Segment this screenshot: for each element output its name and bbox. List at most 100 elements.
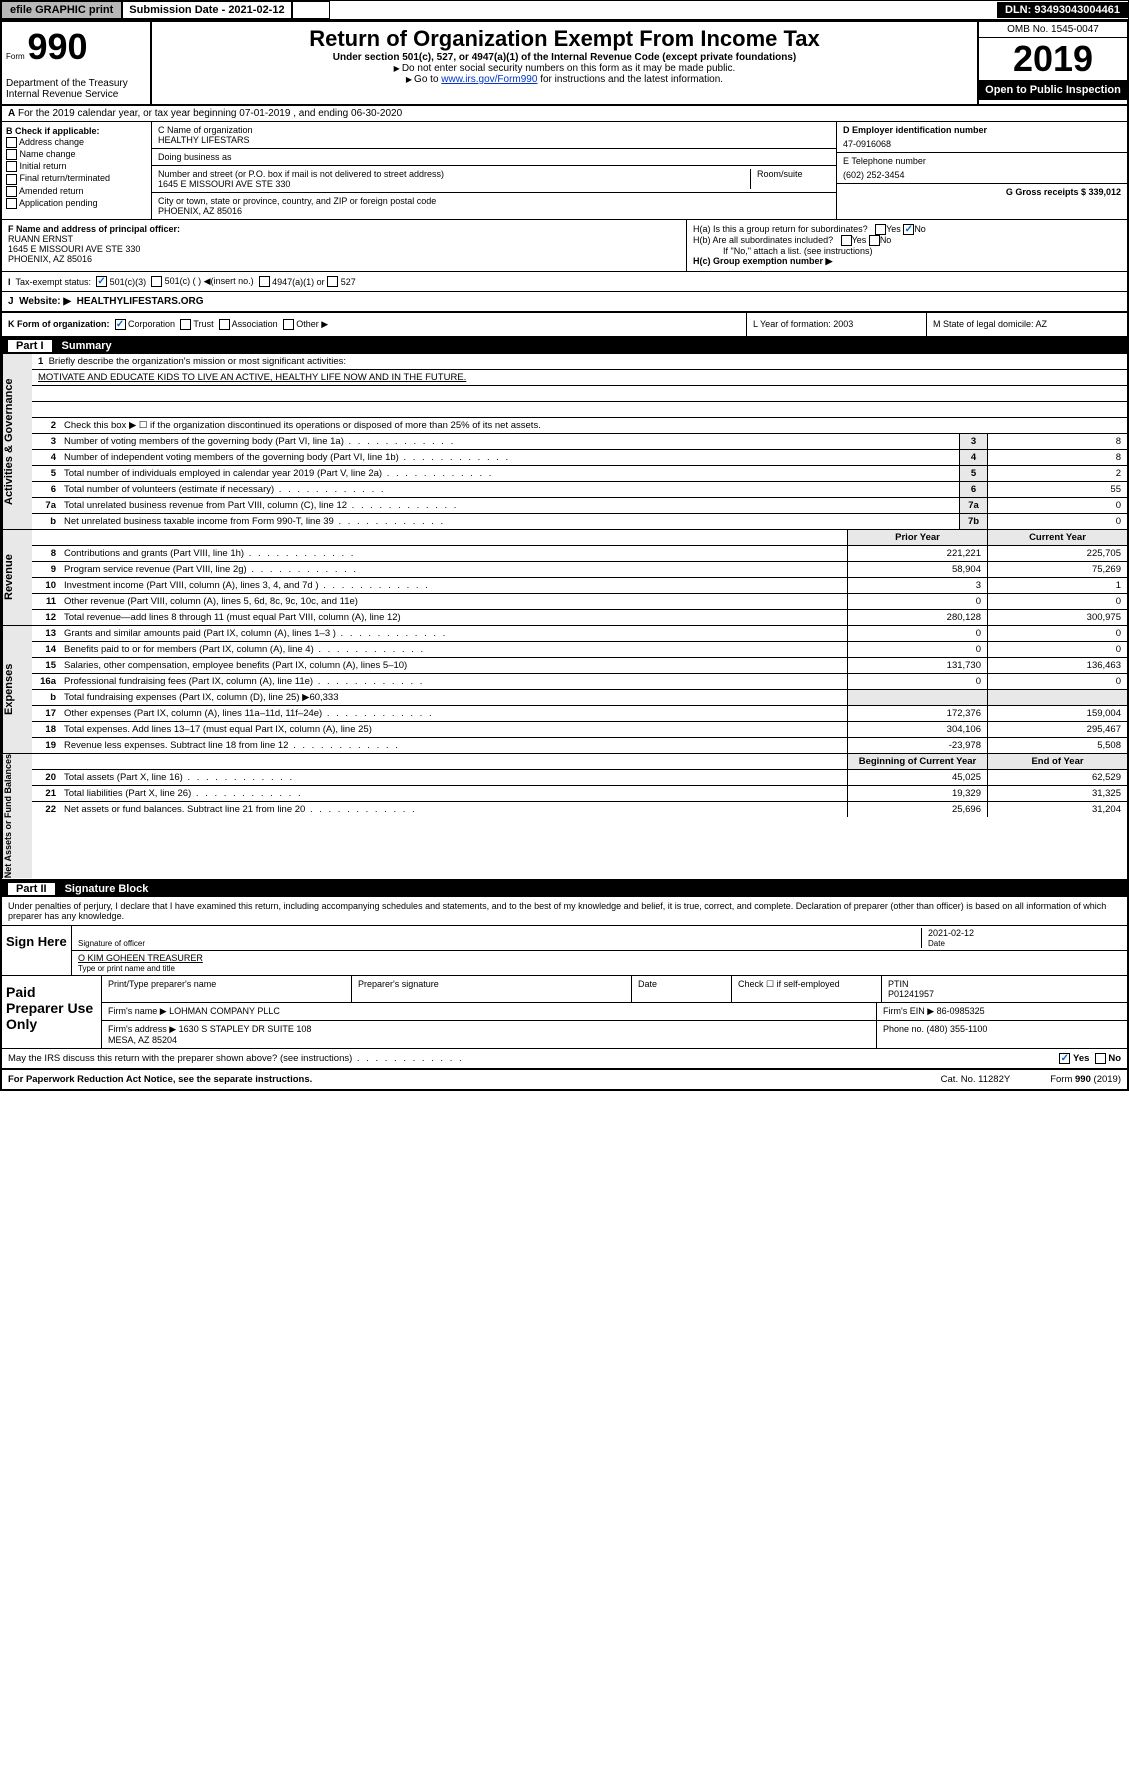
firm-phone: Phone no. (480) 355-1100 [877,1021,1127,1048]
line14-prior: 0 [847,642,987,657]
sign-here-section: Sign Here Signature of officer 2021-02-1… [2,926,1127,975]
4947-checkbox[interactable] [259,276,270,287]
line16b-label: Total fundraising expenses (Part IX, col… [60,690,847,705]
expenses-sidebar: Expenses [2,626,32,753]
line20-label: Total assets (Part X, line 16) [60,770,847,785]
officer-cell: F Name and address of principal officer:… [2,220,687,271]
hb-row: H(b) Are all subordinates included? Yes … [693,235,1121,246]
line12-current: 300,975 [987,610,1127,625]
dba-label: Doing business as [158,152,830,162]
discuss-yes-checkbox[interactable] [1059,1053,1070,1064]
revenue-sidebar: Revenue [2,530,32,625]
expenses-section: Expenses 13Grants and similar amounts pa… [2,626,1127,754]
line9-label: Program service revenue (Part VIII, line… [60,562,847,577]
phone-label: E Telephone number [843,156,1121,166]
k-cell: K Form of organization: Corporation Trus… [2,313,747,336]
line21-current: 31,325 [987,786,1127,801]
line16a-prior: 0 [847,674,987,689]
city-value: PHOENIX, AZ 85016 [158,206,830,216]
line13-prior: 0 [847,626,987,641]
line5-value: 2 [987,466,1127,481]
current-year-header: Current Year [987,530,1127,545]
part1-label: Part I [8,340,52,352]
line4-label: Number of independent voting members of … [60,450,959,465]
ha-yes-checkbox[interactable] [875,224,886,235]
submission-date-label: Submission Date - 2021-02-12 [122,1,291,19]
line10-prior: 3 [847,578,987,593]
501c3-checkbox[interactable] [96,276,107,287]
address-change-checkbox[interactable]: Address change [6,137,147,148]
phone-row: E Telephone number (602) 252-3454 [837,153,1127,184]
trust-checkbox[interactable] [180,319,191,330]
527-checkbox[interactable] [327,276,338,287]
column-c-org-info: C Name of organization HEALTHY LIFESTARS… [152,122,837,219]
part1-title: Summary [62,340,112,352]
city-row: City or town, state or province, country… [152,193,836,219]
line19-label: Revenue less expenses. Subtract line 18 … [60,738,847,753]
ptin-cell: PTINP01241957 [882,976,1127,1002]
beg-year-header: Beginning of Current Year [847,754,987,769]
final-return-checkbox[interactable]: Final return/terminated [6,173,147,184]
amended-return-checkbox[interactable]: Amended return [6,186,147,197]
line6-value: 55 [987,482,1127,497]
ha-no-checkbox[interactable] [903,224,914,235]
dln-label: DLN: 93493043004461 [997,2,1128,18]
line7b-label: Net unrelated business taxable income fr… [60,514,959,529]
org-name-row: C Name of organization HEALTHY LIFESTARS [152,122,836,149]
governance-section: Activities & Governance 1 Briefly descri… [2,354,1127,530]
section-f-officer: F Name and address of principal officer:… [2,220,1127,272]
paid-preparer-label: Paid Preparer Use Only [2,976,102,1048]
name-change-checkbox[interactable]: Name change [6,149,147,160]
line3-label: Number of voting members of the governin… [60,434,959,449]
line13-label: Grants and similar amounts paid (Part IX… [60,626,847,641]
irs-link[interactable]: www.irs.gov/Form990 [441,74,537,85]
hb-no-checkbox[interactable] [869,235,880,246]
right-header-cell: OMB No. 1545-0047 2019 Open to Public In… [977,22,1127,104]
hb-note: If "No," attach a list. (see instruction… [693,246,1121,256]
main-title: Return of Organization Exempt From Incom… [156,26,973,52]
self-employed-check[interactable]: Check ☐ if self-employed [732,976,882,1002]
ein-value: 47-0916068 [843,139,1121,149]
cat-number: Cat. No. 11282Y [941,1074,1011,1085]
discuss-row: May the IRS discuss this return with the… [2,1048,1127,1068]
line8-prior: 221,221 [847,546,987,561]
discuss-no-checkbox[interactable] [1095,1053,1106,1064]
year-formation: L Year of formation: 2003 [747,313,927,336]
line18-label: Total expenses. Add lines 13–17 (must eq… [60,722,847,737]
line7a-value: 0 [987,498,1127,513]
line10-current: 1 [987,578,1127,593]
form-990-number: 990 [27,26,87,67]
form-label: Form [6,52,25,61]
row-a-tax-year: A For the 2019 calendar year, or tax yea… [2,106,1127,122]
corp-checkbox[interactable] [115,319,126,330]
room-suite-label: Room/suite [750,169,830,189]
address-label: Number and street (or P.O. box if mail i… [158,169,750,179]
gross-receipts-value: G Gross receipts $ 339,012 [843,187,1121,197]
application-pending-checkbox[interactable]: Application pending [6,198,147,209]
prep-name-label: Print/Type preparer's name [102,976,352,1002]
initial-return-checkbox[interactable]: Initial return [6,161,147,172]
line18-current: 295,467 [987,722,1127,737]
line22-label: Net assets or fund balances. Subtract li… [60,802,847,817]
line17-prior: 172,376 [847,706,987,721]
line16b-current-shaded [987,690,1127,705]
line2-label: Check this box ▶ ☐ if the organization d… [60,418,1127,433]
assoc-checkbox[interactable] [219,319,230,330]
other-checkbox[interactable] [283,319,294,330]
form-number-cell: Form 990 Department of the Treasury Inte… [2,22,152,104]
line12-label: Total revenue—add lines 8 through 11 (mu… [60,610,847,625]
line4-value: 8 [987,450,1127,465]
instruction1: Do not enter social security numbers on … [156,63,973,74]
topbar: efile GRAPHIC print Submission Date - 20… [0,0,1129,20]
governance-sidebar: Activities & Governance [2,354,32,529]
column-d-ein: D Employer identification number 47-0916… [837,122,1127,219]
column-b-checkboxes: B Check if applicable: Address change Na… [2,122,152,219]
gross-receipts-row: G Gross receipts $ 339,012 [837,184,1127,200]
line17-current: 159,004 [987,706,1127,721]
paperwork-notice: For Paperwork Reduction Act Notice, see … [8,1074,312,1085]
prep-sig-label: Preparer's signature [352,976,632,1002]
efile-print-button[interactable]: efile GRAPHIC print [1,1,122,19]
501c-checkbox[interactable] [151,276,162,287]
netassets-sidebar: Net Assets or Fund Balances [2,754,32,878]
hb-yes-checkbox[interactable] [841,235,852,246]
